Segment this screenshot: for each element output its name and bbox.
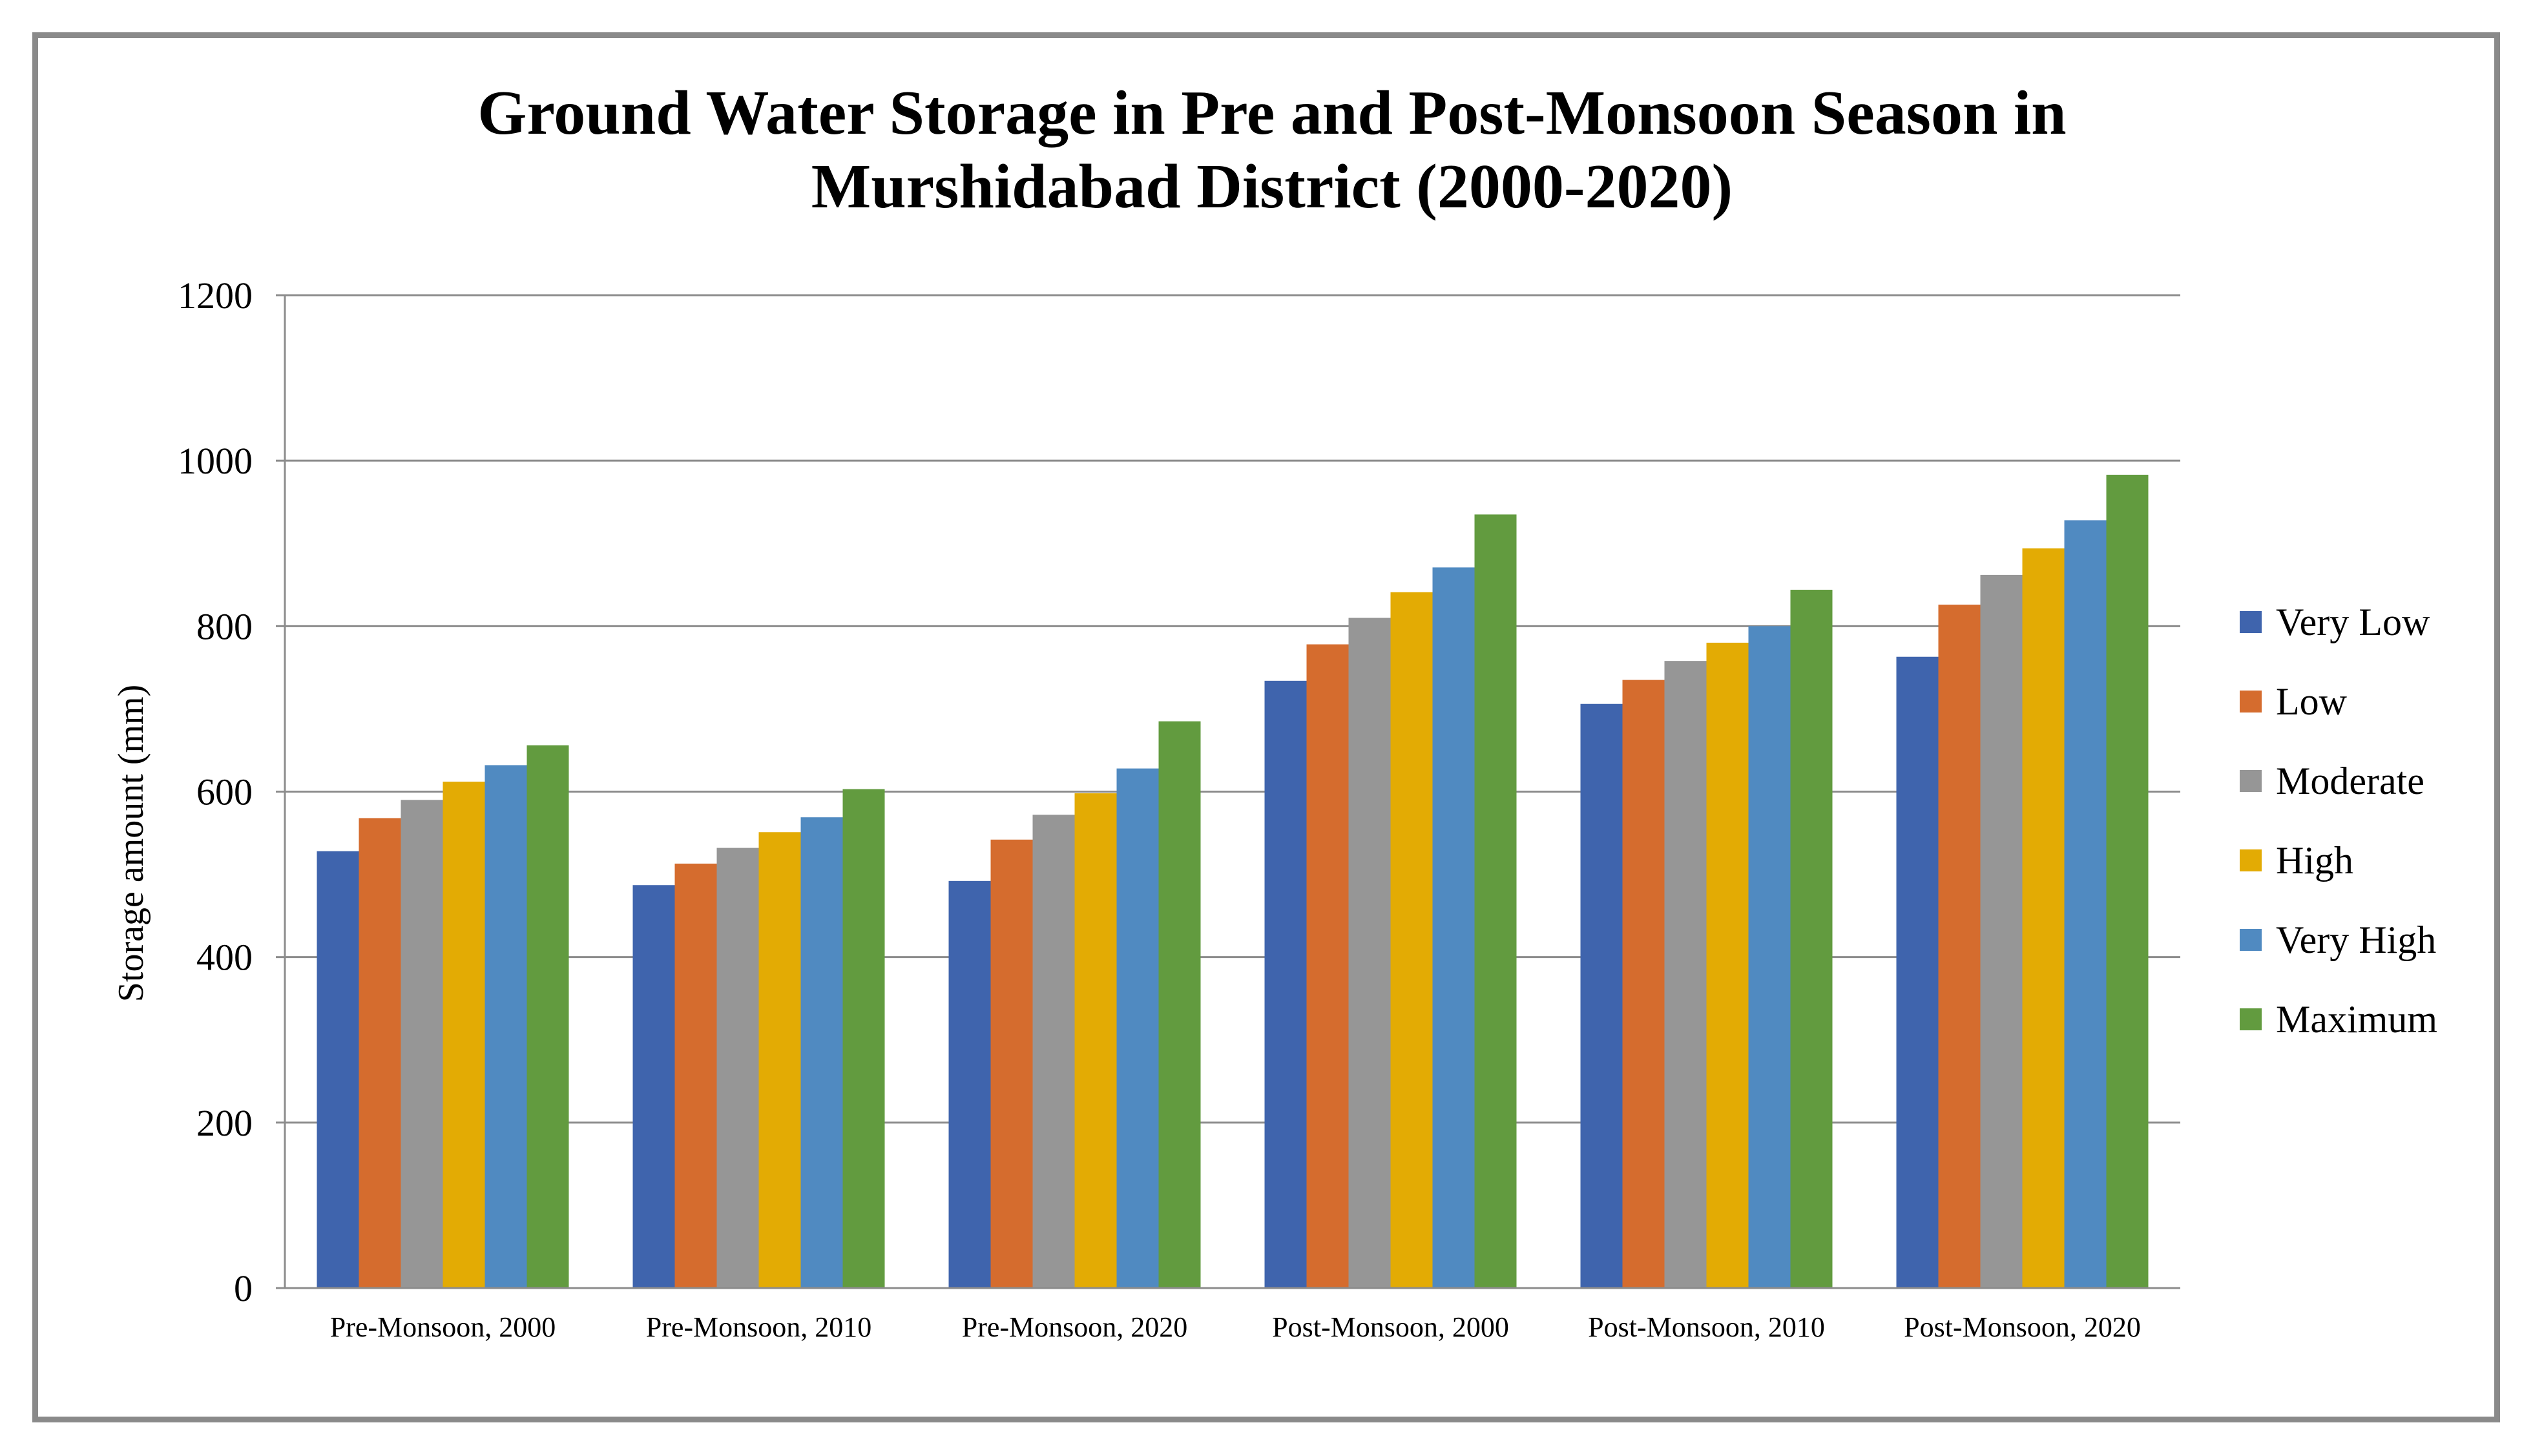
x-axis-category-labels: Pre-Monsoon, 2000 Pre-Monsoon, 2010 Pre-Mo… — [330, 1311, 2141, 1343]
bar-moderate-1 — [716, 848, 759, 1288]
y-tick-label-1000: 1000 — [178, 440, 253, 482]
bar-low-3 — [1306, 644, 1349, 1288]
gridlines — [276, 294, 2180, 1289]
legend-label-very-low: Very Low — [2276, 601, 2430, 643]
legend-label-maximum: Maximum — [2276, 998, 2437, 1041]
x-category-label-0: Pre-Monsoon, 2000 — [330, 1311, 556, 1343]
bar-low-4 — [1622, 680, 1665, 1288]
legend-swatch-maximum — [2240, 1008, 2262, 1030]
bar-very-low-3 — [1264, 680, 1307, 1288]
bars — [317, 474, 2149, 1289]
x-category-label-1: Pre-Monsoon, 2010 — [646, 1311, 872, 1343]
bar-very-high-0 — [485, 765, 527, 1288]
bar-maximum-5 — [2106, 474, 2149, 1288]
chart-title: Ground Water Storage in Pre and Post-Mon… — [477, 78, 2066, 222]
bar-maximum-3 — [1474, 514, 1517, 1288]
bar-maximum-0 — [526, 745, 569, 1288]
legend-swatch-high — [2240, 849, 2262, 871]
bar-high-4 — [1706, 642, 1749, 1288]
bar-very-low-5 — [1896, 656, 1939, 1288]
bar-low-5 — [1938, 605, 1981, 1288]
y-axis-title: Storage amount (mm) — [111, 685, 151, 1002]
y-tick-label-1200: 1200 — [178, 275, 253, 317]
legend-label-moderate: Moderate — [2276, 760, 2424, 802]
legend-swatch-very-high — [2240, 929, 2262, 951]
axes — [276, 295, 2180, 1289]
legend-swatch-moderate — [2240, 770, 2262, 792]
bar-high-5 — [2022, 548, 2065, 1288]
bar-maximum-1 — [842, 789, 885, 1288]
legend-swatch-low — [2240, 691, 2262, 712]
bar-moderate-3 — [1348, 618, 1391, 1288]
bar-maximum-4 — [1790, 589, 1833, 1288]
y-tick-label-800: 800 — [196, 605, 253, 647]
bar-very-high-3 — [1432, 567, 1475, 1288]
bar-moderate-5 — [1980, 574, 2023, 1289]
x-category-label-4: Post-Monsoon, 2010 — [1588, 1311, 1825, 1343]
legend-swatch-very-low — [2240, 611, 2262, 633]
x-category-label-5: Post-Monsoon, 2020 — [1904, 1311, 2141, 1343]
x-category-label-3: Post-Monsoon, 2000 — [1272, 1311, 1509, 1343]
chart-title-line-1: Ground Water Storage in Pre and Post-Mon… — [477, 78, 2066, 148]
bar-maximum-2 — [1158, 721, 1201, 1288]
bar-moderate-0 — [401, 800, 443, 1288]
bar-low-2 — [990, 839, 1033, 1288]
bar-very-low-1 — [632, 885, 675, 1288]
bar-very-high-5 — [2064, 520, 2107, 1288]
x-category-label-2: Pre-Monsoon, 2020 — [962, 1311, 1188, 1343]
bar-very-low-2 — [948, 880, 991, 1288]
bar-very-low-0 — [317, 851, 359, 1288]
bar-high-1 — [758, 832, 801, 1288]
bar-very-low-4 — [1580, 703, 1623, 1288]
chart-frame: Ground Water Storage in Pre and Post-Mon… — [32, 32, 2500, 1422]
legend-label-low: Low — [2276, 680, 2348, 723]
bar-very-high-4 — [1748, 626, 1791, 1289]
y-tick-label-400: 400 — [196, 937, 253, 979]
bar-moderate-4 — [1664, 661, 1707, 1288]
bar-moderate-2 — [1032, 815, 1075, 1288]
bar-very-high-2 — [1116, 768, 1159, 1288]
legend-label-very-high: Very High — [2276, 919, 2436, 961]
bar-low-0 — [359, 818, 401, 1288]
legend: Very Low Low Moderate High Very High Maximum — [2240, 601, 2437, 1041]
bar-high-2 — [1074, 793, 1117, 1288]
bar-low-1 — [674, 863, 717, 1288]
y-tick-label-200: 200 — [196, 1102, 253, 1144]
chart-title-line-2: Murshidabad District (2000-2020) — [811, 152, 1733, 222]
y-tick-label-600: 600 — [196, 771, 253, 813]
legend-label-high: High — [2276, 839, 2353, 882]
bar-high-3 — [1390, 592, 1433, 1289]
bar-high-0 — [443, 782, 485, 1288]
y-tick-label-0: 0 — [234, 1267, 253, 1309]
chart-svg: Ground Water Storage in Pre and Post-Mon… — [111, 78, 2437, 1343]
y-axis-tick-labels: 0 200 400 600 800 1000 1200 — [178, 275, 253, 1309]
bar-very-high-1 — [800, 817, 843, 1288]
